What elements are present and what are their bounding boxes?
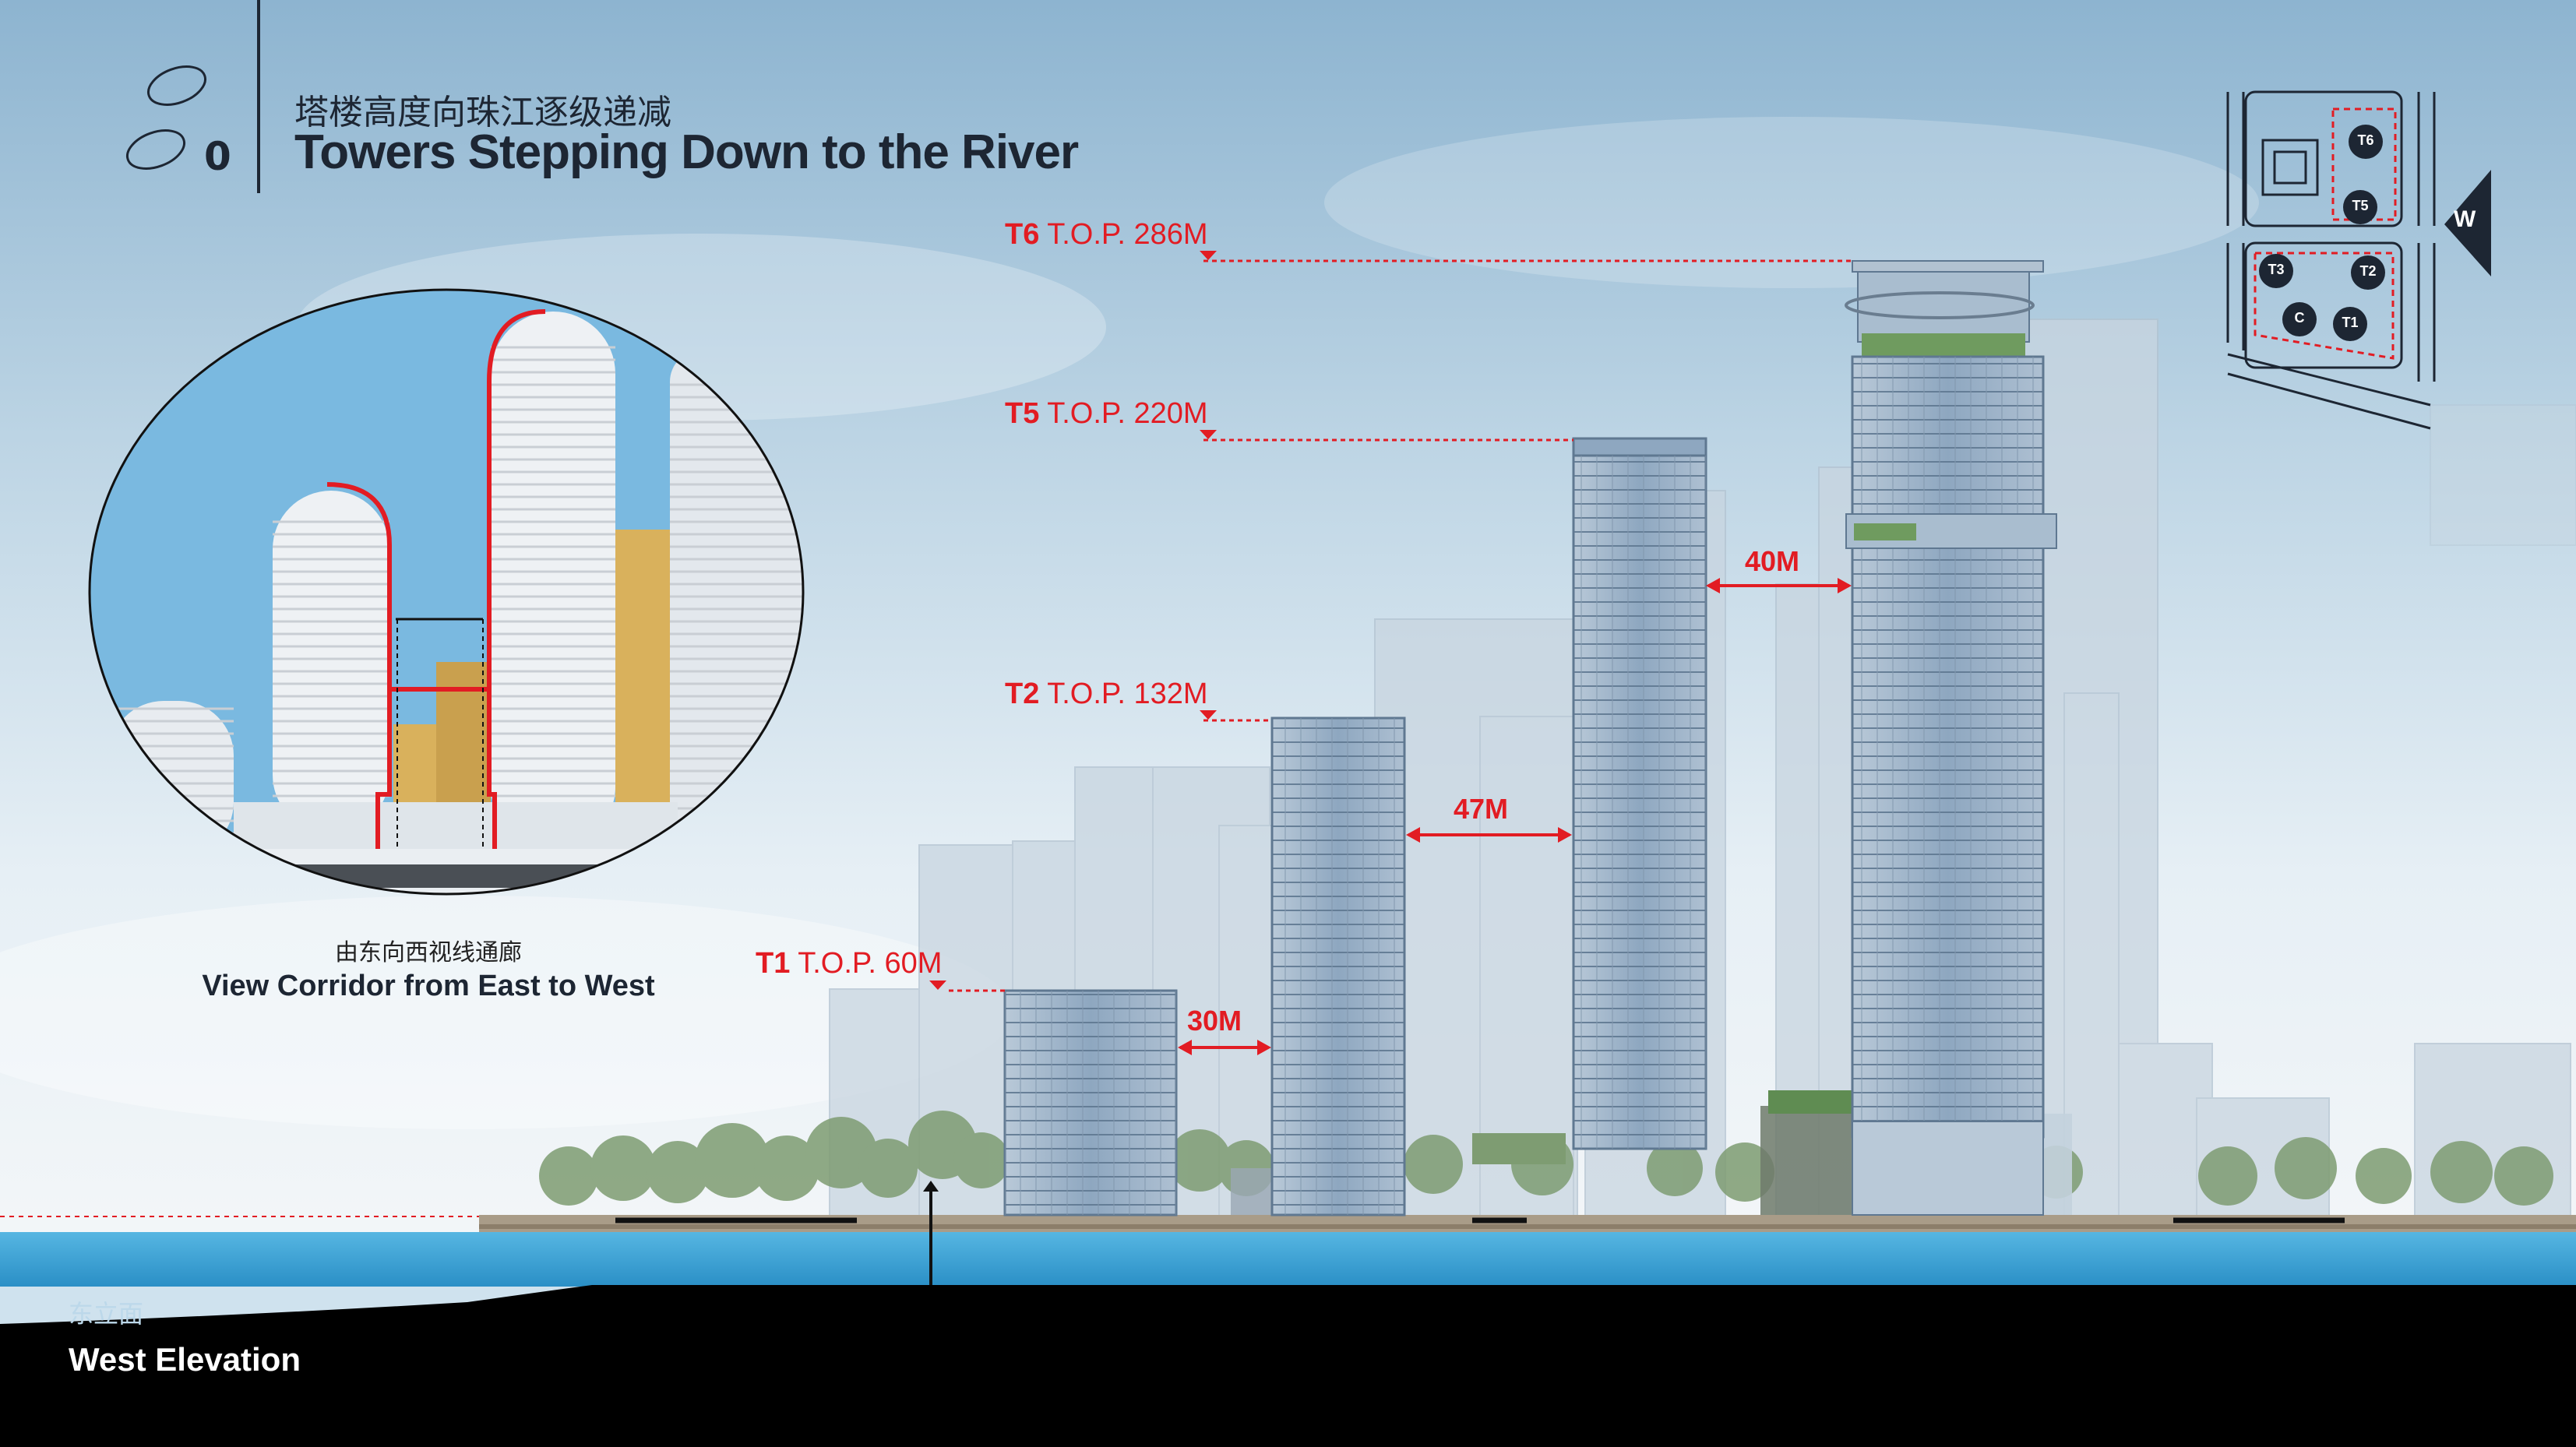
key-plan-direction: W bbox=[2454, 206, 2476, 232]
logo-mark bbox=[126, 65, 206, 170]
page-title: Towers Stepping Down to the River bbox=[294, 125, 1079, 179]
tower-t2 bbox=[1270, 716, 1406, 1216]
river-water bbox=[0, 1232, 2576, 1287]
key-plan-t1: T1 bbox=[2342, 315, 2359, 330]
inset-caption: View Corridor from East to West bbox=[202, 970, 655, 1002]
inset-caption-cn: 由东向西视线通廊 bbox=[335, 939, 522, 966]
elevation-label-cn: 东立面 bbox=[69, 1299, 144, 1329]
leader-arrows bbox=[929, 251, 1217, 990]
key-plan-markers bbox=[2259, 125, 2385, 341]
ground-strip bbox=[479, 1215, 2576, 1232]
spacing-t2-t5: 47M bbox=[1454, 793, 1509, 825]
t5-tag: T5 bbox=[1005, 397, 1040, 430]
t1-height-label: T1 T.O.P. 60M bbox=[756, 947, 942, 981]
t1-top-text: T.O.P. 60M bbox=[798, 947, 943, 980]
tower-t1 bbox=[1003, 989, 1178, 1216]
t2-height-label: T2 T.O.P. 132M bbox=[1005, 678, 1208, 711]
page-title-cn: 塔楼高度向珠江逐级递减 bbox=[294, 93, 671, 132]
t5-top-text: T.O.P. 220M bbox=[1047, 397, 1208, 430]
page-number: 0 bbox=[204, 134, 231, 179]
key-plan-t3: T3 bbox=[2268, 262, 2285, 277]
tower-t6 bbox=[1845, 260, 2057, 1216]
t6-height-label: T6 T.O.P. 286M bbox=[1005, 218, 1208, 252]
key-plan bbox=[2226, 90, 2491, 430]
spacing-t5-t6: 40M bbox=[1745, 545, 1800, 577]
cloud bbox=[0, 896, 1013, 1129]
spacing-arrows bbox=[1178, 578, 1852, 1055]
cloud bbox=[1324, 117, 2259, 288]
key-plan-t6: T6 bbox=[2357, 132, 2374, 148]
t1-tag: T1 bbox=[756, 947, 791, 980]
bottom-band bbox=[0, 1285, 2576, 1447]
key-plan-c: C bbox=[2294, 310, 2305, 326]
key-plan-t5: T5 bbox=[2352, 198, 2369, 213]
t5-height-label: T5 T.O.P. 220M bbox=[1005, 397, 1208, 431]
elevation-label: West Elevation bbox=[69, 1341, 301, 1378]
height-leaders bbox=[949, 259, 1852, 992]
key-plan-t2: T2 bbox=[2359, 263, 2377, 279]
tower-t5 bbox=[1572, 437, 1707, 1150]
spacing-t1-t2: 30M bbox=[1187, 1005, 1242, 1037]
north-pin bbox=[923, 1181, 939, 1285]
t2-top-text: T.O.P. 132M bbox=[1047, 678, 1208, 710]
header-divider bbox=[257, 0, 260, 193]
t6-tag: T6 bbox=[1005, 218, 1040, 251]
t6-top-text: T.O.P. 286M bbox=[1047, 218, 1208, 251]
t2-tag: T2 bbox=[1005, 678, 1040, 710]
